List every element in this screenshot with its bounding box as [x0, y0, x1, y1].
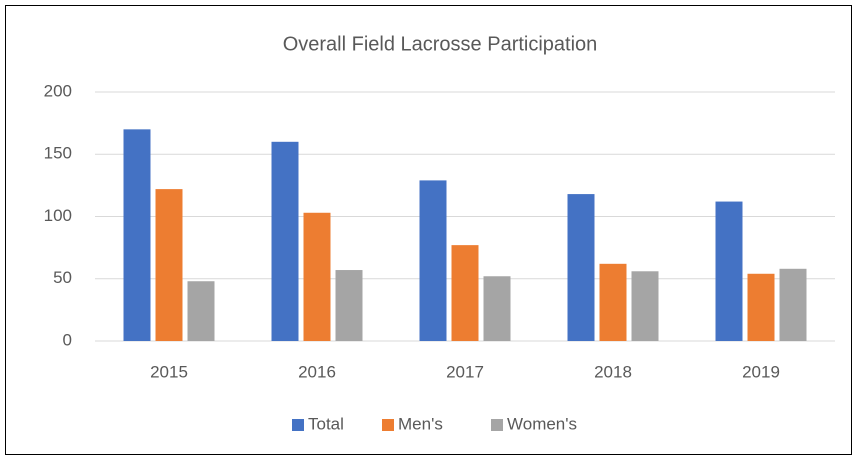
bar: [715, 201, 743, 341]
legend-label: Total: [308, 414, 344, 433]
chart-title: Overall Field Lacrosse Participation: [283, 33, 598, 55]
bar: [567, 194, 595, 341]
bar: [779, 268, 807, 341]
bar: [747, 273, 775, 341]
legend-label: Men's: [398, 414, 443, 433]
x-tick-label: 2016: [298, 362, 336, 381]
bar: [335, 270, 363, 341]
x-tick-label: 2019: [742, 362, 780, 381]
bar: [155, 189, 183, 341]
y-tick-label: 0: [63, 330, 72, 349]
bar: [123, 129, 151, 341]
legend-label: Women's: [507, 414, 577, 433]
x-tick-label: 2017: [446, 362, 484, 381]
legend-swatch: [382, 419, 394, 431]
bar: [419, 180, 447, 341]
bar: [271, 141, 299, 341]
y-tick-label: 50: [53, 268, 72, 287]
y-tick-label: 100: [44, 206, 72, 225]
bar: [451, 245, 479, 341]
legend-swatch: [491, 419, 503, 431]
legend-swatch: [292, 419, 304, 431]
y-tick-label: 150: [44, 144, 72, 163]
y-tick-label: 200: [44, 81, 72, 100]
bar: [631, 271, 659, 341]
bar: [483, 276, 511, 341]
bar: [187, 281, 215, 341]
x-tick-label: 2018: [594, 362, 632, 381]
x-tick-label: 2015: [150, 362, 188, 381]
bar: [599, 263, 627, 341]
bar: [303, 212, 331, 341]
